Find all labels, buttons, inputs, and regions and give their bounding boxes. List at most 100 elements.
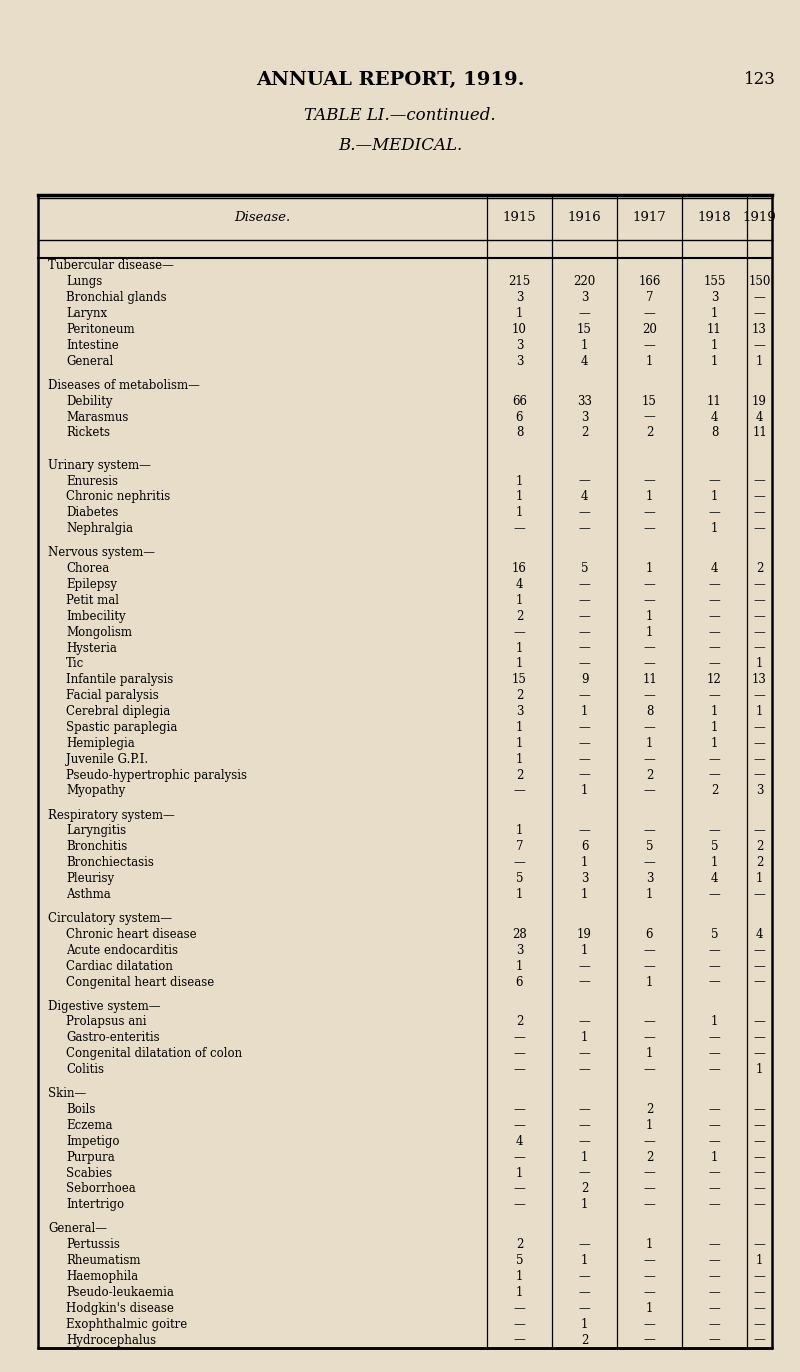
Text: Bronchitis: Bronchitis — [66, 840, 127, 853]
Text: —: — — [578, 506, 590, 520]
Text: General: General — [66, 355, 114, 368]
Text: —: — — [754, 594, 766, 606]
Text: —: — — [644, 1015, 655, 1029]
Text: Scabies: Scabies — [66, 1166, 112, 1180]
Text: —: — — [709, 1198, 720, 1211]
Text: Mongolism: Mongolism — [66, 626, 132, 639]
Text: —: — — [754, 959, 766, 973]
Text: 28: 28 — [512, 927, 527, 941]
Text: —: — — [578, 657, 590, 671]
Text: 1: 1 — [711, 705, 718, 718]
Text: —: — — [754, 1032, 766, 1044]
Text: —: — — [709, 475, 720, 487]
Text: —: — — [644, 825, 655, 837]
Text: 3: 3 — [516, 705, 523, 718]
Text: Haemophila: Haemophila — [66, 1270, 138, 1283]
Text: Acute endocarditis: Acute endocarditis — [66, 944, 178, 956]
Text: —: — — [644, 1166, 655, 1180]
Text: 2: 2 — [516, 1015, 523, 1029]
Text: 1: 1 — [516, 490, 523, 504]
Text: Disease.: Disease. — [234, 211, 290, 224]
Text: —: — — [754, 1166, 766, 1180]
Text: Impetigo: Impetigo — [66, 1135, 119, 1148]
Text: 150: 150 — [748, 276, 770, 288]
Text: Petit mal: Petit mal — [66, 594, 119, 606]
Text: Hemiplegia: Hemiplegia — [66, 737, 134, 750]
Text: 1: 1 — [646, 563, 653, 575]
Text: 11: 11 — [642, 674, 657, 686]
Text: Rickets: Rickets — [66, 427, 110, 439]
Text: 1: 1 — [581, 1317, 588, 1331]
Text: Hodgkin's disease: Hodgkin's disease — [66, 1302, 174, 1314]
Text: 215: 215 — [508, 276, 530, 288]
Text: Bronchial glands: Bronchial glands — [66, 291, 166, 305]
Text: 1: 1 — [581, 856, 588, 870]
Text: —: — — [644, 720, 655, 734]
Text: 7: 7 — [516, 840, 523, 853]
Text: 1: 1 — [646, 490, 653, 504]
Text: 1: 1 — [516, 475, 523, 487]
Text: 1: 1 — [711, 339, 718, 351]
Text: —: — — [644, 642, 655, 654]
Text: 3: 3 — [646, 873, 654, 885]
Text: 6: 6 — [516, 410, 523, 424]
Text: —: — — [578, 609, 590, 623]
Text: —: — — [709, 959, 720, 973]
Text: 66: 66 — [512, 395, 527, 407]
Text: —: — — [709, 768, 720, 782]
Text: —: — — [754, 475, 766, 487]
Text: 5: 5 — [516, 1254, 523, 1268]
Text: 6: 6 — [516, 975, 523, 988]
Text: —: — — [578, 720, 590, 734]
Text: —: — — [754, 1183, 766, 1195]
Text: Debility: Debility — [66, 395, 113, 407]
Text: 2: 2 — [756, 563, 763, 575]
Text: —: — — [754, 975, 766, 988]
Text: 1: 1 — [516, 657, 523, 671]
Text: —: — — [644, 1183, 655, 1195]
Text: —: — — [709, 888, 720, 901]
Text: 4: 4 — [756, 410, 763, 424]
Text: 1: 1 — [516, 737, 523, 750]
Text: 2: 2 — [581, 1183, 588, 1195]
Text: 1: 1 — [516, 307, 523, 320]
Text: 1: 1 — [711, 355, 718, 368]
Text: 19: 19 — [752, 395, 767, 407]
Text: —: — — [709, 944, 720, 956]
Text: Skin—: Skin— — [48, 1087, 86, 1100]
Text: —: — — [709, 594, 720, 606]
Text: Myopathy: Myopathy — [66, 785, 126, 797]
Text: 1: 1 — [581, 339, 588, 351]
Text: —: — — [578, 642, 590, 654]
Text: —: — — [578, 626, 590, 639]
Text: —: — — [709, 626, 720, 639]
Text: —: — — [644, 410, 655, 424]
Text: 1: 1 — [711, 307, 718, 320]
Text: Lungs: Lungs — [66, 276, 102, 288]
Text: 3: 3 — [756, 785, 763, 797]
Text: —: — — [754, 737, 766, 750]
Text: 1: 1 — [516, 1286, 523, 1299]
Text: —: — — [644, 1270, 655, 1283]
Text: Diabetes: Diabetes — [66, 506, 118, 520]
Text: General—: General— — [48, 1222, 107, 1235]
Text: —: — — [644, 944, 655, 956]
Text: —: — — [754, 1103, 766, 1115]
Text: Bronchiectasis: Bronchiectasis — [66, 856, 154, 870]
Text: 1: 1 — [646, 1239, 653, 1251]
Text: —: — — [709, 825, 720, 837]
Text: —: — — [709, 506, 720, 520]
Text: 4: 4 — [756, 927, 763, 941]
Text: 8: 8 — [711, 427, 718, 439]
Text: 3: 3 — [516, 355, 523, 368]
Text: 2: 2 — [581, 1334, 588, 1346]
Text: Purpura: Purpura — [66, 1151, 114, 1163]
Text: Urinary system—: Urinary system— — [48, 458, 151, 472]
Text: Intertrigo: Intertrigo — [66, 1198, 124, 1211]
Text: —: — — [578, 1015, 590, 1029]
Text: 1: 1 — [646, 737, 653, 750]
Text: 1: 1 — [711, 490, 718, 504]
Text: —: — — [644, 506, 655, 520]
Text: —: — — [644, 689, 655, 702]
Text: —: — — [578, 1063, 590, 1076]
